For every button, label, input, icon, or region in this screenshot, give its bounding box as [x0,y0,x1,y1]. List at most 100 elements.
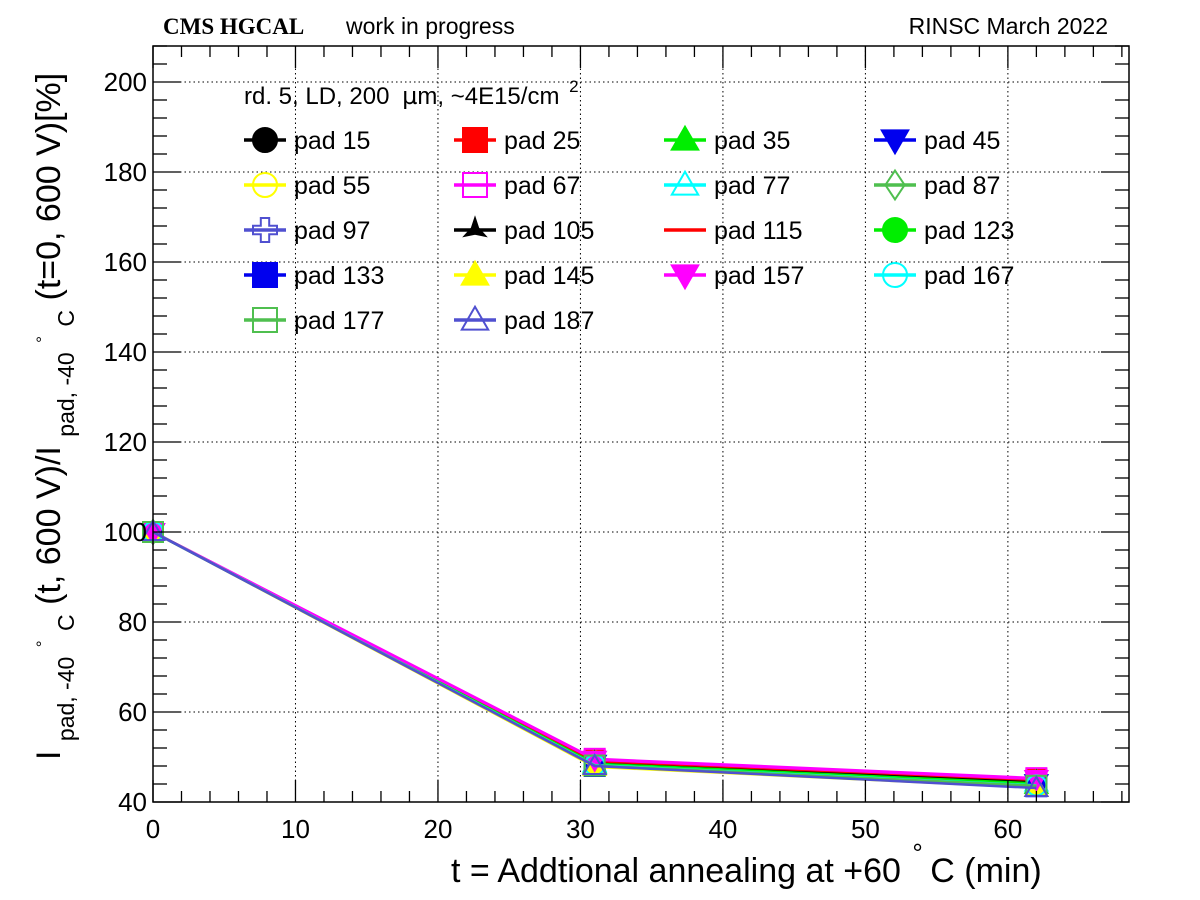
y-tick-label: 100 [104,517,147,547]
legend-label: pad 115 [714,217,803,245]
legend-label: pad 97 [294,217,370,245]
legend-label: pad 123 [924,217,1014,245]
legend-entry: pad 55 [244,172,370,200]
series-line [152,530,1037,790]
series-line [152,530,1037,783]
axis-ticks [152,45,1129,803]
x-tick-label: 50 [851,814,880,844]
legend-entry: pad 87 [874,168,1000,202]
x-tick-label: 10 [281,814,310,844]
x-axis-title: t = Addtional annealing at +60 ° C (min) [451,832,1042,890]
y-tick-label: 120 [104,427,147,457]
legend-entry: pad 25 [454,127,580,155]
legend-label: pad 45 [924,127,1000,155]
data-marker [252,127,278,153]
legend-entry: pad 45 [874,127,1000,156]
data-marker [462,215,488,238]
data-marker [252,217,278,243]
series-layer [140,518,1050,798]
legend-entry: pad 67 [454,172,580,200]
series-line [152,530,1037,786]
series-line [152,530,1037,784]
data-marker [460,304,490,331]
legend: pad 15 pad 25 pad 35 pad 45 pad 55 pad 67 pad … [244,124,1014,335]
legend-label: pad 77 [714,172,790,200]
legend-label: pad 145 [504,262,594,290]
series-pad-67 [142,521,1048,790]
series-line [152,530,1037,782]
legend-entry: pad 167 [874,262,1014,290]
x-tick-label: 20 [424,814,453,844]
y-tick-label: 40 [118,787,147,817]
data-marker [670,124,700,151]
data-marker [670,264,700,291]
y-tick-label: 200 [104,67,147,97]
legend-label: pad 15 [294,127,370,155]
legend-label: pad 157 [714,262,804,290]
legend-label: pad 87 [924,172,1000,200]
data-marker [882,217,908,243]
legend-entry: pad 35 [664,124,790,155]
legend-label: pad 55 [294,172,370,200]
legend-entry: pad 145 [454,259,594,290]
legend-entry: pad 133 [244,262,384,290]
legend-label: pad 133 [294,262,384,290]
series-line [152,530,1037,783]
data-marker [252,262,278,288]
legend-label: pad 187 [504,307,594,335]
legend-entry: pad 77 [664,169,790,200]
series-pad-105 [142,519,1048,788]
legend-entry: pad 97 [244,217,370,245]
data-marker [462,172,488,198]
series-line [152,530,1037,781]
x-tick-label: 30 [566,814,595,844]
data-marker [581,753,608,775]
series-line [152,530,1037,783]
legend-entry: pad 105 [454,215,594,245]
data-marker [462,127,488,153]
legend-label: pad 167 [924,262,1014,290]
legend-entry: pad 123 [874,217,1014,245]
legend-label: pad 105 [504,217,594,245]
series-line [152,530,1037,787]
x-tick-label: 60 [993,814,1022,844]
data-marker [252,172,278,198]
legend-entry: pad 187 [454,304,594,335]
y-tick-label: 160 [104,247,147,277]
data-marker [670,169,700,196]
legend-entry: pad 157 [664,262,804,291]
data-marker [884,168,906,202]
data-marker [882,262,908,288]
series-line [152,530,1037,780]
legend-header: rd. 5, LD, 200 µm, ~4E15/cm 2 [244,77,579,110]
series-pad-187 [140,519,1050,798]
x-tick-label: 40 [708,814,737,844]
series-line [152,530,1037,784]
plot-frame [152,45,1130,803]
series-pad-115 [152,530,1037,782]
experiment-label: CMS HGCAL [163,14,304,39]
legend-entry: pad 177 [244,307,384,335]
tick-labels: 0 10 20 30 40 50 60 40 60 80 100 120 140 160 180 200 [104,67,1023,844]
legend-label: pad 25 [504,127,580,155]
facility-date-label: RINSC March 2022 [909,13,1108,39]
y-tick-label: 180 [104,157,147,187]
data-marker [252,307,278,333]
status-label: work in progress [345,13,515,39]
data-marker [880,129,910,156]
legend-label: pad 67 [504,172,580,200]
y-tick-label: 140 [104,337,147,367]
legend-label: pad 35 [714,127,790,155]
data-marker [460,259,490,286]
x-tick-label: 0 [146,814,160,844]
y-tick-label: 80 [118,607,147,637]
legend-label: pad 177 [294,307,384,335]
series-line [152,530,1037,788]
legend-entry: pad 115 [664,217,803,245]
y-tick-label: 60 [118,697,147,727]
series-line [152,530,1037,781]
grid-lines [153,46,1129,802]
y-axis-title: I pad, -40 ° C (t, 600 V)/I pad, -40 ° C… [18,73,82,760]
legend-entry: pad 15 [244,127,370,155]
